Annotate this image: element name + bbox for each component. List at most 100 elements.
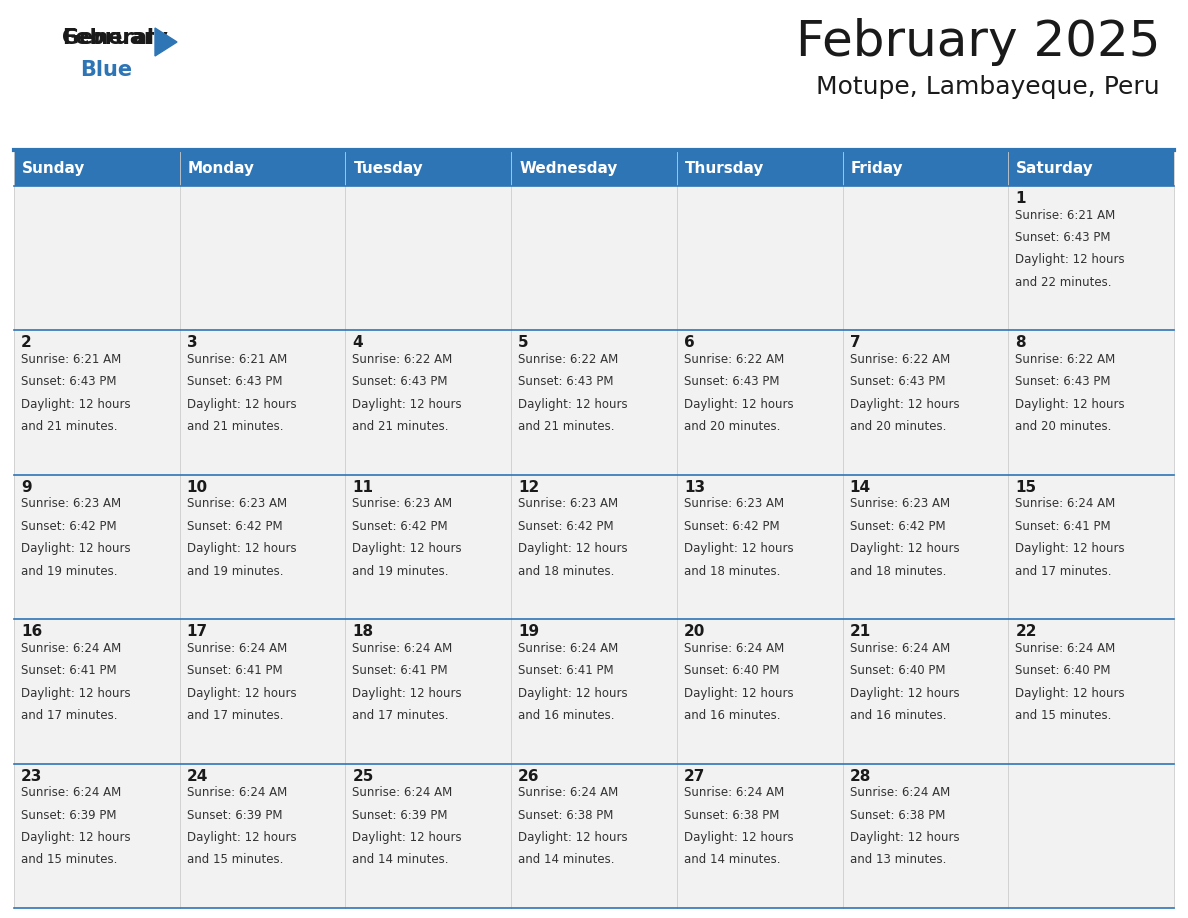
Text: and 17 minutes.: and 17 minutes. bbox=[21, 709, 118, 722]
Bar bbox=[511, 186, 677, 330]
Text: Daylight: 12 hours: Daylight: 12 hours bbox=[684, 543, 794, 555]
Text: Sunset: 6:42 PM: Sunset: 6:42 PM bbox=[518, 520, 614, 532]
Text: Daylight: 12 hours: Daylight: 12 hours bbox=[187, 687, 296, 700]
Text: and 17 minutes.: and 17 minutes. bbox=[187, 709, 283, 722]
Text: Sunrise: 6:24 AM: Sunrise: 6:24 AM bbox=[353, 642, 453, 655]
Text: Sunset: 6:41 PM: Sunset: 6:41 PM bbox=[353, 665, 448, 677]
Text: Sunset: 6:43 PM: Sunset: 6:43 PM bbox=[21, 375, 116, 388]
Text: Blue: Blue bbox=[80, 60, 132, 80]
Bar bbox=[511, 150, 677, 186]
Text: Daylight: 12 hours: Daylight: 12 hours bbox=[849, 543, 959, 555]
Text: 11: 11 bbox=[353, 480, 373, 495]
Bar bbox=[677, 475, 842, 620]
Bar bbox=[346, 620, 511, 764]
Bar bbox=[179, 330, 346, 475]
Text: Daylight: 12 hours: Daylight: 12 hours bbox=[187, 831, 296, 844]
Text: and 20 minutes.: and 20 minutes. bbox=[1016, 420, 1112, 433]
Text: Sunset: 6:38 PM: Sunset: 6:38 PM bbox=[684, 809, 779, 822]
Bar bbox=[346, 150, 511, 186]
Bar bbox=[14, 330, 179, 475]
Text: Daylight: 12 hours: Daylight: 12 hours bbox=[353, 831, 462, 844]
Bar bbox=[1009, 330, 1174, 475]
Text: 15: 15 bbox=[1016, 480, 1036, 495]
Text: Sunrise: 6:24 AM: Sunrise: 6:24 AM bbox=[849, 786, 950, 800]
Text: Sunset: 6:43 PM: Sunset: 6:43 PM bbox=[1016, 231, 1111, 244]
Text: 20: 20 bbox=[684, 624, 706, 639]
Text: and 19 minutes.: and 19 minutes. bbox=[353, 565, 449, 577]
Text: and 18 minutes.: and 18 minutes. bbox=[684, 565, 781, 577]
Text: and 16 minutes.: and 16 minutes. bbox=[849, 709, 946, 722]
Text: February: February bbox=[62, 28, 168, 48]
Text: 18: 18 bbox=[353, 624, 373, 639]
Text: Sunset: 6:38 PM: Sunset: 6:38 PM bbox=[849, 809, 944, 822]
Text: Sunrise: 6:24 AM: Sunrise: 6:24 AM bbox=[187, 786, 287, 800]
Text: Wednesday: Wednesday bbox=[519, 161, 618, 175]
Text: Daylight: 12 hours: Daylight: 12 hours bbox=[684, 687, 794, 700]
Bar bbox=[179, 764, 346, 908]
Text: 10: 10 bbox=[187, 480, 208, 495]
Text: and 15 minutes.: and 15 minutes. bbox=[187, 854, 283, 867]
Text: Sunset: 6:41 PM: Sunset: 6:41 PM bbox=[21, 665, 116, 677]
Text: General: General bbox=[62, 28, 154, 48]
Text: 19: 19 bbox=[518, 624, 539, 639]
Text: 17: 17 bbox=[187, 624, 208, 639]
Bar bbox=[677, 764, 842, 908]
Bar bbox=[1009, 620, 1174, 764]
Text: and 15 minutes.: and 15 minutes. bbox=[1016, 709, 1112, 722]
Text: and 16 minutes.: and 16 minutes. bbox=[518, 709, 614, 722]
Text: Sunrise: 6:22 AM: Sunrise: 6:22 AM bbox=[684, 353, 784, 366]
Bar bbox=[511, 330, 677, 475]
Bar bbox=[14, 475, 179, 620]
Text: 16: 16 bbox=[21, 624, 43, 639]
Text: and 21 minutes.: and 21 minutes. bbox=[353, 420, 449, 433]
Text: 6: 6 bbox=[684, 335, 695, 351]
Text: Sunset: 6:41 PM: Sunset: 6:41 PM bbox=[518, 665, 614, 677]
Bar bbox=[346, 475, 511, 620]
Text: and 21 minutes.: and 21 minutes. bbox=[21, 420, 118, 433]
Text: Daylight: 12 hours: Daylight: 12 hours bbox=[353, 543, 462, 555]
Text: Thursday: Thursday bbox=[684, 161, 764, 175]
Text: Daylight: 12 hours: Daylight: 12 hours bbox=[518, 831, 627, 844]
Text: 3: 3 bbox=[187, 335, 197, 351]
Text: 7: 7 bbox=[849, 335, 860, 351]
Text: Daylight: 12 hours: Daylight: 12 hours bbox=[1016, 543, 1125, 555]
Text: Sunset: 6:40 PM: Sunset: 6:40 PM bbox=[684, 665, 779, 677]
Text: 5: 5 bbox=[518, 335, 529, 351]
Bar bbox=[14, 764, 179, 908]
Text: 22: 22 bbox=[1016, 624, 1037, 639]
Bar bbox=[677, 150, 842, 186]
Text: Sunrise: 6:24 AM: Sunrise: 6:24 AM bbox=[21, 642, 121, 655]
Text: Sunset: 6:43 PM: Sunset: 6:43 PM bbox=[1016, 375, 1111, 388]
Bar bbox=[14, 150, 179, 186]
Text: 25: 25 bbox=[353, 768, 374, 784]
Text: Sunrise: 6:22 AM: Sunrise: 6:22 AM bbox=[353, 353, 453, 366]
Text: and 14 minutes.: and 14 minutes. bbox=[518, 854, 614, 867]
Bar bbox=[842, 330, 1009, 475]
Text: and 22 minutes.: and 22 minutes. bbox=[1016, 275, 1112, 289]
Text: and 18 minutes.: and 18 minutes. bbox=[849, 565, 946, 577]
Text: and 14 minutes.: and 14 minutes. bbox=[353, 854, 449, 867]
Text: Daylight: 12 hours: Daylight: 12 hours bbox=[1016, 687, 1125, 700]
Text: Daylight: 12 hours: Daylight: 12 hours bbox=[849, 687, 959, 700]
Text: Daylight: 12 hours: Daylight: 12 hours bbox=[518, 687, 627, 700]
Text: Daylight: 12 hours: Daylight: 12 hours bbox=[1016, 397, 1125, 410]
Text: Sunset: 6:43 PM: Sunset: 6:43 PM bbox=[353, 375, 448, 388]
Text: and 20 minutes.: and 20 minutes. bbox=[684, 420, 781, 433]
Text: Sunset: 6:41 PM: Sunset: 6:41 PM bbox=[1016, 520, 1111, 532]
Text: Sunrise: 6:24 AM: Sunrise: 6:24 AM bbox=[684, 642, 784, 655]
Bar bbox=[842, 186, 1009, 330]
Text: Tuesday: Tuesday bbox=[353, 161, 423, 175]
Text: 1: 1 bbox=[1016, 191, 1025, 206]
Bar bbox=[14, 620, 179, 764]
Text: and 17 minutes.: and 17 minutes. bbox=[353, 709, 449, 722]
Text: Sunrise: 6:23 AM: Sunrise: 6:23 AM bbox=[21, 498, 121, 510]
Bar bbox=[842, 764, 1009, 908]
Text: Sunset: 6:40 PM: Sunset: 6:40 PM bbox=[1016, 665, 1111, 677]
Bar bbox=[511, 475, 677, 620]
Text: Sunrise: 6:23 AM: Sunrise: 6:23 AM bbox=[849, 498, 949, 510]
Text: Saturday: Saturday bbox=[1016, 161, 1094, 175]
Text: and 14 minutes.: and 14 minutes. bbox=[684, 854, 781, 867]
Text: Sunset: 6:39 PM: Sunset: 6:39 PM bbox=[21, 809, 116, 822]
Text: Sunday: Sunday bbox=[23, 161, 86, 175]
Text: 9: 9 bbox=[21, 480, 32, 495]
